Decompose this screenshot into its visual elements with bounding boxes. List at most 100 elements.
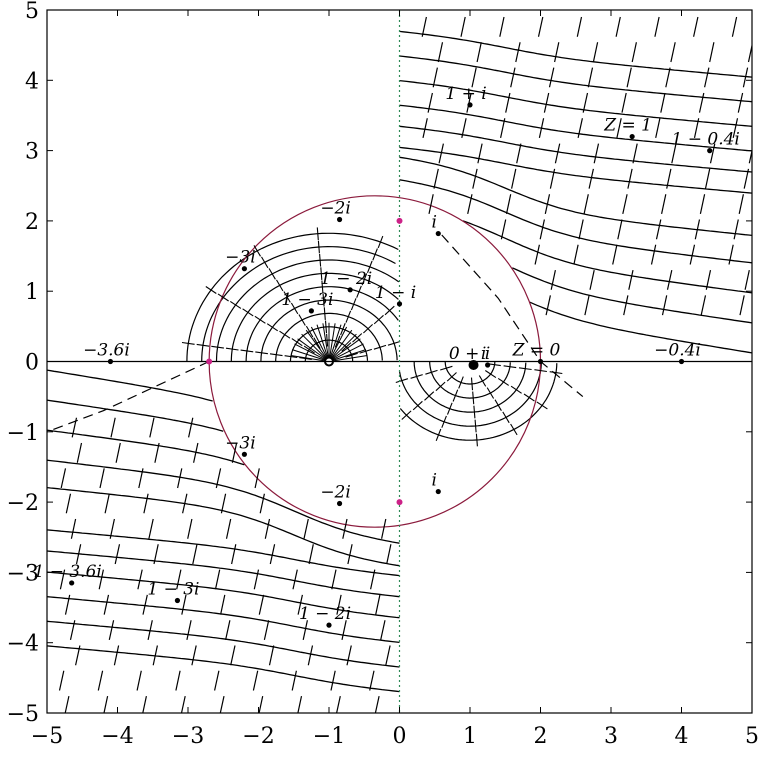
annotation-point	[336, 500, 343, 507]
direction-tick	[632, 143, 638, 164]
direction-tick	[478, 375, 487, 387]
direction-tick	[372, 248, 378, 261]
curve-top-right	[399, 79, 752, 127]
direction-tick	[334, 335, 341, 348]
direction-tick	[446, 402, 453, 415]
x-tick-label: −4	[101, 724, 133, 749]
direction-tick	[76, 442, 83, 463]
direction-tick	[694, 219, 701, 240]
direction-tick	[488, 363, 501, 367]
direction-tick	[742, 67, 749, 88]
annotation-label: −0.4i	[654, 341, 701, 361]
x-tick-label: −1	[313, 724, 345, 749]
direction-tick	[69, 620, 76, 641]
direction-tick	[472, 168, 478, 189]
inner-loop	[260, 299, 398, 362]
x-tick-label: 1	[463, 724, 477, 749]
direction-tick	[231, 442, 238, 463]
annotation-point	[336, 216, 343, 223]
direction-tick	[505, 92, 511, 113]
direction-tick	[737, 92, 744, 113]
direction-tick	[330, 670, 336, 691]
direction-tick	[623, 295, 629, 316]
direction-tick	[252, 670, 259, 691]
direction-tick	[148, 518, 154, 539]
annotation-label: 1 − 3i	[281, 290, 333, 310]
direction-tick	[470, 377, 474, 391]
direction-tick	[421, 16, 427, 37]
direction-tick	[115, 442, 121, 463]
direction-tick	[359, 348, 372, 354]
direction-tick	[336, 594, 342, 615]
direction-tick	[471, 67, 477, 88]
x-tick-label: 3	[604, 724, 618, 749]
direction-tick	[484, 370, 497, 379]
curve-top-right	[462, 220, 752, 294]
direction-tick	[65, 493, 72, 514]
direction-tick	[622, 194, 628, 215]
direction-tick	[435, 381, 446, 392]
y-tick-label: 1	[25, 280, 39, 305]
direction-tick	[523, 393, 535, 402]
annotation-point	[485, 362, 491, 368]
direction-tick	[589, 269, 595, 290]
curve-bottom-left	[47, 369, 213, 402]
pole-spoke	[297, 338, 327, 360]
annotation-label: i	[432, 213, 437, 233]
direction-tick	[211, 345, 224, 349]
direction-tick	[326, 333, 329, 347]
direction-tick	[341, 620, 347, 641]
direction-tick	[240, 349, 254, 353]
annotation-point	[396, 301, 403, 307]
direction-tick	[486, 387, 495, 399]
direction-tick	[319, 253, 322, 267]
direction-tick	[363, 323, 373, 334]
annotation-point	[326, 622, 332, 628]
annotation-point	[107, 358, 114, 365]
annotations: 1 + iZ = 11 − 0.4i−2ii−3i1 − 2i1 − 3i 1 −…	[34, 84, 740, 628]
direction-tick	[545, 295, 551, 316]
direction-tick	[225, 620, 231, 641]
direction-tick	[554, 42, 560, 63]
annotation-label: 1 − 2i	[320, 269, 372, 289]
direction-tick	[425, 369, 438, 375]
direction-tick	[380, 620, 386, 641]
direction-tick	[386, 544, 392, 565]
direction-tick	[461, 118, 467, 139]
annotation-label: −3.6i	[83, 341, 130, 361]
annotation-label: 1 − 3i	[147, 580, 199, 600]
direction-tick	[631, 42, 637, 63]
direction-tick	[377, 235, 384, 249]
direction-tick	[136, 670, 142, 691]
direction-tick	[435, 428, 442, 441]
direction-tick	[475, 433, 478, 447]
direction-tick	[342, 518, 348, 539]
dashed-line	[441, 234, 584, 398]
direction-tick	[302, 620, 308, 641]
direction-tick	[104, 493, 110, 514]
direction-tick	[387, 340, 401, 346]
dashed-line	[47, 360, 210, 433]
inner-loop	[245, 286, 399, 362]
direction-tick	[149, 417, 155, 438]
direction-tick	[693, 118, 700, 139]
direction-tick	[550, 269, 556, 290]
direction-tick	[458, 376, 464, 389]
direction-tick	[220, 493, 227, 514]
annotation-label: 1 − 0.4i	[672, 130, 740, 150]
pole-spoke	[329, 323, 336, 359]
direction-tick	[743, 168, 750, 189]
direction-tick	[58, 670, 65, 691]
direction-tick	[321, 280, 324, 294]
direction-tick	[500, 219, 507, 240]
direction-tick	[660, 92, 666, 113]
direction-tick	[440, 365, 453, 371]
direction-tick	[728, 244, 734, 265]
direction-tick	[225, 518, 232, 539]
curve-top-right	[399, 146, 752, 194]
x-tick-label: 0	[393, 724, 407, 749]
direction-tick	[689, 244, 696, 265]
direction-tick	[366, 260, 373, 273]
direction-tick	[584, 295, 590, 316]
